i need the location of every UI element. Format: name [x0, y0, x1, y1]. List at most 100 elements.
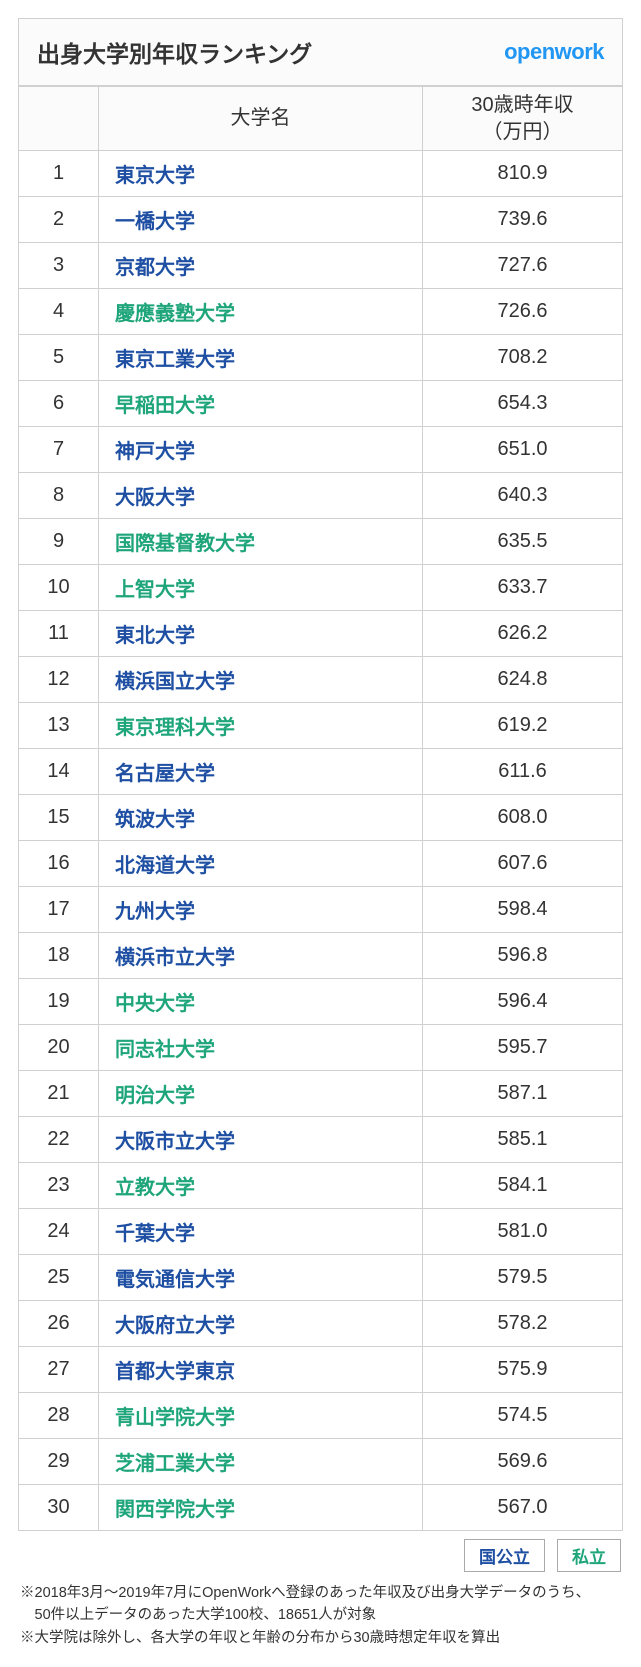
- table-row: 2一橋大学739.6: [19, 197, 623, 243]
- table-row: 13東京理科大学619.2: [19, 703, 623, 749]
- rank-cell: 11: [19, 611, 99, 657]
- table-row: 8大阪大学640.3: [19, 473, 623, 519]
- table-row: 17九州大学598.4: [19, 887, 623, 933]
- income-cell: 578.2: [423, 1301, 623, 1347]
- col-header-income: 30歳時年収（万円）: [423, 87, 623, 151]
- income-cell: 607.6: [423, 841, 623, 887]
- income-cell: 624.8: [423, 657, 623, 703]
- university-cell: 名古屋大学: [99, 749, 423, 795]
- income-cell: 626.2: [423, 611, 623, 657]
- rank-cell: 13: [19, 703, 99, 749]
- table-row: 14名古屋大学611.6: [19, 749, 623, 795]
- table-row: 19中央大学596.4: [19, 979, 623, 1025]
- rank-cell: 19: [19, 979, 99, 1025]
- rank-cell: 4: [19, 289, 99, 335]
- university-cell: 筑波大学: [99, 795, 423, 841]
- table-row: 21明治大学587.1: [19, 1071, 623, 1117]
- income-cell: 567.0: [423, 1485, 623, 1531]
- rank-cell: 12: [19, 657, 99, 703]
- income-cell: 708.2: [423, 335, 623, 381]
- footnote-line: ※2018年3月～2019年7月にOpenWorkへ登録のあった年収及び出身大学…: [20, 1582, 621, 1604]
- table-row: 16北海道大学607.6: [19, 841, 623, 887]
- university-cell: 東京工業大学: [99, 335, 423, 381]
- university-cell: 神戸大学: [99, 427, 423, 473]
- table-row: 26大阪府立大学578.2: [19, 1301, 623, 1347]
- university-cell: 電気通信大学: [99, 1255, 423, 1301]
- table-row: 12横浜国立大学624.8: [19, 657, 623, 703]
- table-row: 18横浜市立大学596.8: [19, 933, 623, 979]
- brand-logo: openwork: [504, 39, 604, 65]
- rank-cell: 10: [19, 565, 99, 611]
- rank-cell: 1: [19, 151, 99, 197]
- rank-cell: 14: [19, 749, 99, 795]
- rank-cell: 24: [19, 1209, 99, 1255]
- rank-cell: 9: [19, 519, 99, 565]
- rank-cell: 25: [19, 1255, 99, 1301]
- university-cell: 大阪府立大学: [99, 1301, 423, 1347]
- rank-cell: 28: [19, 1393, 99, 1439]
- income-cell: 579.5: [423, 1255, 623, 1301]
- rank-cell: 22: [19, 1117, 99, 1163]
- income-cell: 575.9: [423, 1347, 623, 1393]
- rank-cell: 17: [19, 887, 99, 933]
- income-cell: 596.4: [423, 979, 623, 1025]
- income-cell: 810.9: [423, 151, 623, 197]
- income-cell: 569.6: [423, 1439, 623, 1485]
- university-cell: 千葉大学: [99, 1209, 423, 1255]
- table-row: 27首都大学東京575.9: [19, 1347, 623, 1393]
- income-cell: 654.3: [423, 381, 623, 427]
- university-cell: 一橋大学: [99, 197, 423, 243]
- footnotes: ※2018年3月～2019年7月にOpenWorkへ登録のあった年収及び出身大学…: [18, 1582, 623, 1649]
- rank-cell: 7: [19, 427, 99, 473]
- university-cell: 国際基督教大学: [99, 519, 423, 565]
- university-cell: 大阪大学: [99, 473, 423, 519]
- table-row: 20同志社大学595.7: [19, 1025, 623, 1071]
- table-row: 5東京工業大学708.2: [19, 335, 623, 381]
- university-cell: 同志社大学: [99, 1025, 423, 1071]
- col-header-rank: [19, 87, 99, 151]
- university-cell: 明治大学: [99, 1071, 423, 1117]
- table-row: 10上智大学633.7: [19, 565, 623, 611]
- income-cell: 595.7: [423, 1025, 623, 1071]
- table-row: 29芝浦工業大学569.6: [19, 1439, 623, 1485]
- rank-cell: 8: [19, 473, 99, 519]
- income-cell: 598.4: [423, 887, 623, 933]
- table-row: 3京都大学727.6: [19, 243, 623, 289]
- page-title: 出身大学別年収ランキング: [37, 35, 312, 69]
- rank-cell: 16: [19, 841, 99, 887]
- table-row: 7神戸大学651.0: [19, 427, 623, 473]
- university-cell: 横浜市立大学: [99, 933, 423, 979]
- income-cell: 587.1: [423, 1071, 623, 1117]
- table-row: 15筑波大学608.0: [19, 795, 623, 841]
- university-cell: 首都大学東京: [99, 1347, 423, 1393]
- income-cell: 584.1: [423, 1163, 623, 1209]
- income-cell: 581.0: [423, 1209, 623, 1255]
- university-cell: 横浜国立大学: [99, 657, 423, 703]
- university-cell: 大阪市立大学: [99, 1117, 423, 1163]
- rank-cell: 15: [19, 795, 99, 841]
- income-cell: 585.1: [423, 1117, 623, 1163]
- table-row: 6早稲田大学654.3: [19, 381, 623, 427]
- rank-cell: 3: [19, 243, 99, 289]
- income-cell: 611.6: [423, 749, 623, 795]
- rank-cell: 30: [19, 1485, 99, 1531]
- university-cell: 京都大学: [99, 243, 423, 289]
- rank-cell: 20: [19, 1025, 99, 1071]
- income-cell: 726.6: [423, 289, 623, 335]
- university-cell: 芝浦工業大学: [99, 1439, 423, 1485]
- income-cell: 640.3: [423, 473, 623, 519]
- table-row: 1東京大学810.9: [19, 151, 623, 197]
- rank-cell: 29: [19, 1439, 99, 1485]
- university-cell: 北海道大学: [99, 841, 423, 887]
- income-cell: 608.0: [423, 795, 623, 841]
- footnote-line: ※大学院は除外し、各大学の年収と年齢の分布から30歳時想定年収を算出: [20, 1627, 621, 1649]
- university-cell: 関西学院大学: [99, 1485, 423, 1531]
- university-cell: 立教大学: [99, 1163, 423, 1209]
- university-cell: 東京大学: [99, 151, 423, 197]
- income-cell: 574.5: [423, 1393, 623, 1439]
- university-cell: 東北大学: [99, 611, 423, 657]
- rank-cell: 21: [19, 1071, 99, 1117]
- income-cell: 619.2: [423, 703, 623, 749]
- table-row: 23立教大学584.1: [19, 1163, 623, 1209]
- table-row: 28青山学院大学574.5: [19, 1393, 623, 1439]
